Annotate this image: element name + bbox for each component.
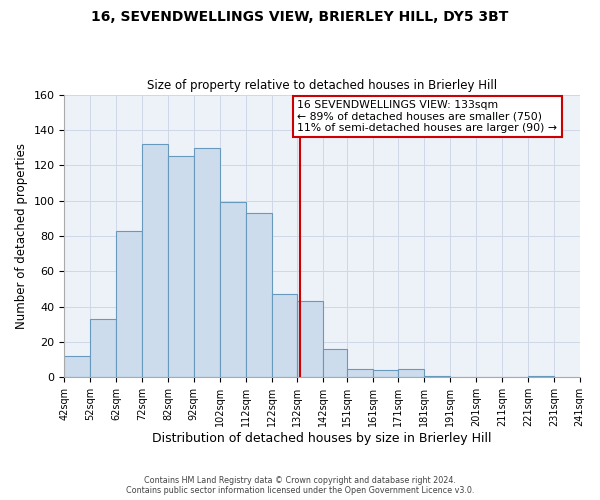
Title: Size of property relative to detached houses in Brierley Hill: Size of property relative to detached ho…	[147, 79, 497, 92]
Bar	[116, 230, 142, 378]
Bar	[220, 202, 245, 378]
Text: 16 SEVENDWELLINGS VIEW: 133sqm
← 89% of detached houses are smaller (750)
11% of: 16 SEVENDWELLINGS VIEW: 133sqm ← 89% of …	[298, 100, 557, 133]
Bar	[245, 213, 272, 378]
Bar	[298, 302, 323, 378]
Bar	[424, 376, 450, 378]
Bar	[528, 376, 554, 378]
Bar	[90, 319, 116, 378]
Text: 16, SEVENDWELLINGS VIEW, BRIERLEY HILL, DY5 3BT: 16, SEVENDWELLINGS VIEW, BRIERLEY HILL, …	[91, 10, 509, 24]
Text: Contains HM Land Registry data © Crown copyright and database right 2024.
Contai: Contains HM Land Registry data © Crown c…	[126, 476, 474, 495]
Bar	[347, 368, 373, 378]
Bar	[64, 356, 90, 378]
Bar	[194, 148, 220, 378]
Bar	[373, 370, 398, 378]
Bar	[272, 294, 298, 378]
Bar	[168, 156, 194, 378]
Bar	[398, 368, 424, 378]
Bar	[142, 144, 168, 378]
Bar	[323, 349, 347, 378]
Y-axis label: Number of detached properties: Number of detached properties	[15, 143, 28, 329]
X-axis label: Distribution of detached houses by size in Brierley Hill: Distribution of detached houses by size …	[152, 432, 492, 445]
